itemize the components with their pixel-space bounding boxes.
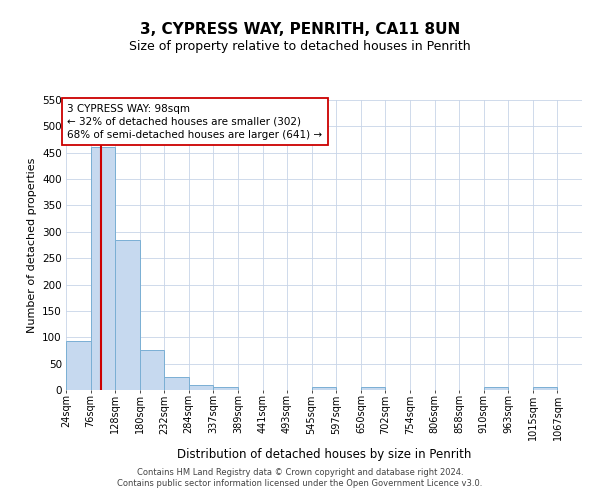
Bar	[214, 388, 238, 390]
Text: 3, CYPRESS WAY, PENRITH, CA11 8UN: 3, CYPRESS WAY, PENRITH, CA11 8UN	[140, 22, 460, 38]
Bar	[164, 378, 188, 390]
Bar	[484, 388, 508, 390]
Bar	[533, 388, 557, 390]
Bar	[66, 341, 91, 390]
Y-axis label: Number of detached properties: Number of detached properties	[26, 158, 37, 332]
Bar	[361, 388, 385, 390]
Bar	[188, 386, 214, 390]
Bar	[91, 148, 115, 390]
Text: Size of property relative to detached houses in Penrith: Size of property relative to detached ho…	[129, 40, 471, 53]
Bar	[311, 388, 336, 390]
Text: Contains HM Land Registry data © Crown copyright and database right 2024.
Contai: Contains HM Land Registry data © Crown c…	[118, 468, 482, 487]
Text: 3 CYPRESS WAY: 98sqm
← 32% of detached houses are smaller (302)
68% of semi-deta: 3 CYPRESS WAY: 98sqm ← 32% of detached h…	[67, 104, 323, 140]
X-axis label: Distribution of detached houses by size in Penrith: Distribution of detached houses by size …	[177, 448, 471, 461]
Bar	[115, 240, 140, 390]
Bar	[140, 350, 164, 390]
